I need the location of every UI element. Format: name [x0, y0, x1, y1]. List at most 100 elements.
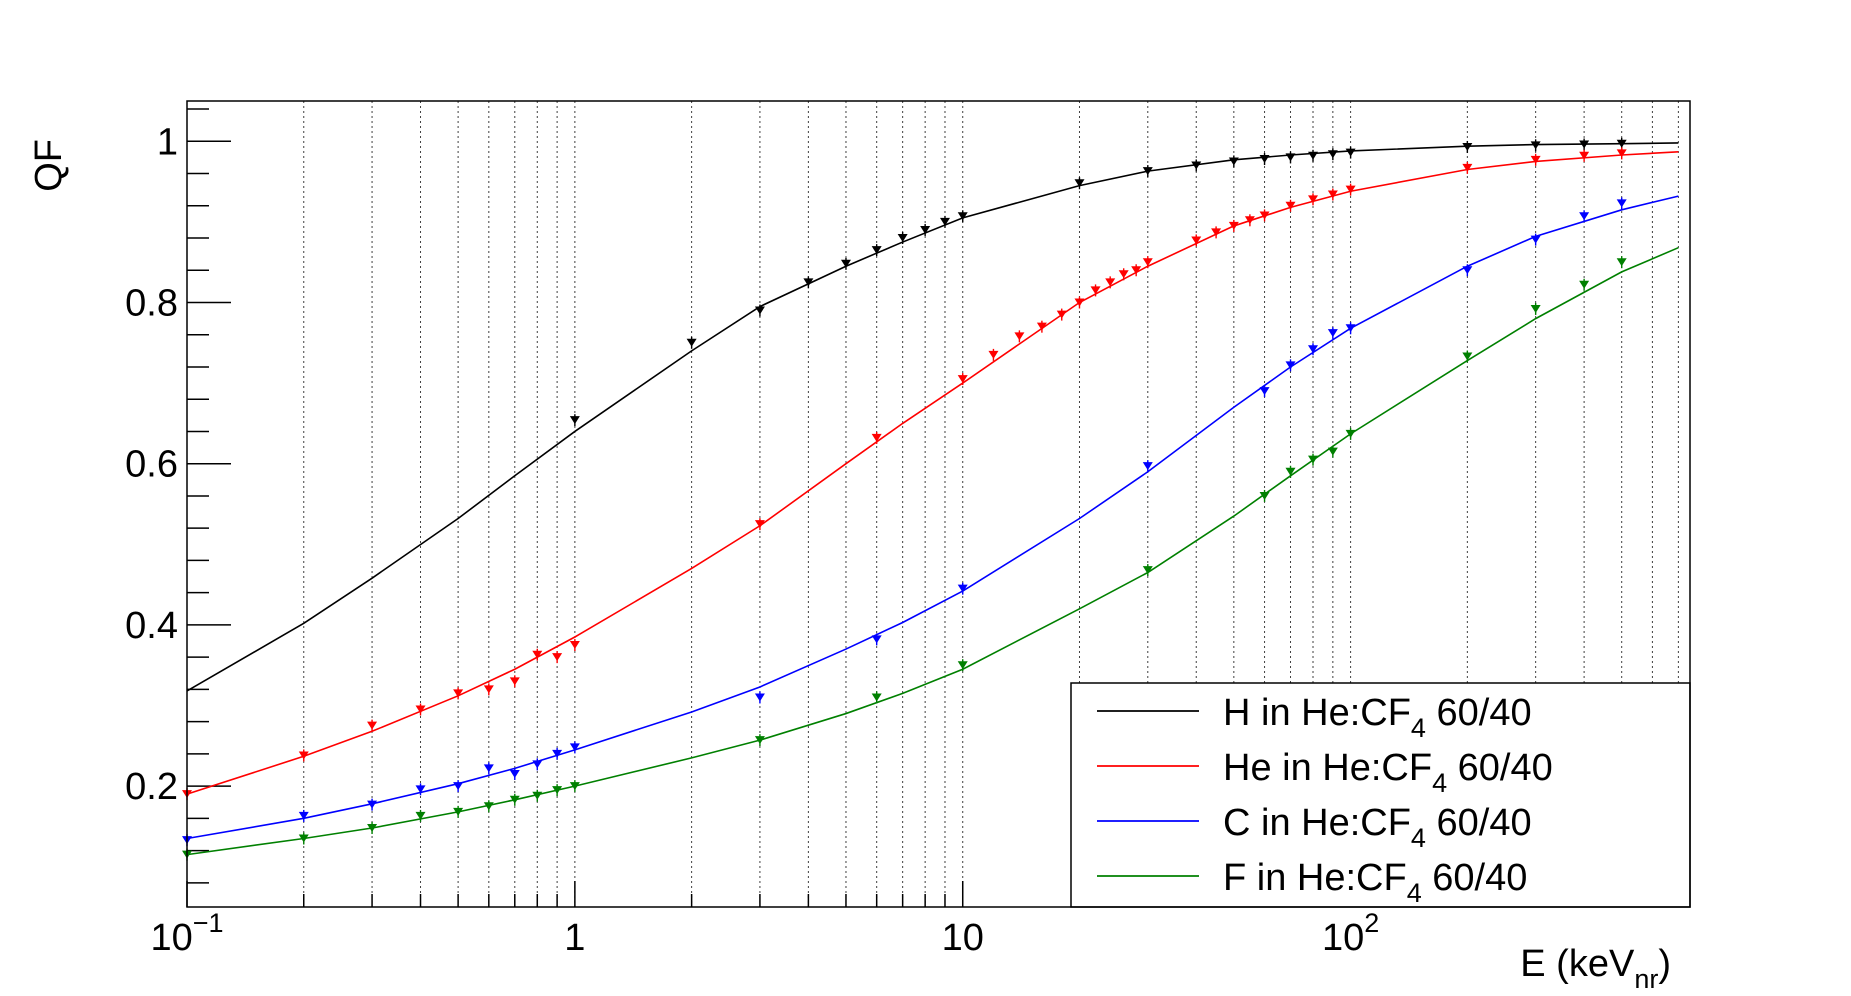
- data-point: [1327, 150, 1338, 159]
- legend-label-end: 60/40: [1426, 802, 1532, 844]
- x-tick-label-base: 10: [942, 917, 984, 959]
- data-point: [1327, 447, 1338, 456]
- data-point: [1191, 236, 1202, 245]
- legend-label-subscript: 4: [1411, 713, 1426, 743]
- data-point: [367, 800, 378, 809]
- data-point: [1327, 190, 1338, 199]
- x-tick-label-exponent: −1: [193, 908, 224, 938]
- legend-label-main: F in He:CF: [1223, 857, 1407, 899]
- data-point: [509, 795, 520, 804]
- data-point: [1462, 163, 1473, 172]
- data-point: [957, 212, 968, 221]
- data-point: [1345, 324, 1356, 333]
- data-point: [1259, 211, 1270, 220]
- data-point: [754, 306, 765, 315]
- data-point: [754, 736, 765, 745]
- data-point: [1131, 266, 1142, 275]
- series: [182, 147, 1679, 801]
- data-point: [1530, 304, 1541, 313]
- data-point: [415, 811, 426, 820]
- data-point: [532, 760, 543, 769]
- data-point: [569, 641, 580, 650]
- data-point: [988, 350, 999, 359]
- data-point: [367, 721, 378, 730]
- data-point: [1616, 149, 1627, 158]
- data-point: [1616, 199, 1627, 208]
- data-point: [1259, 491, 1270, 500]
- data-point: [1191, 161, 1202, 170]
- x-axis-title-subscript: nr: [1634, 964, 1658, 994]
- data-point: [1345, 185, 1356, 194]
- data-point: [871, 635, 882, 644]
- x-tick-label: 10−1: [150, 908, 223, 959]
- data-point: [1308, 151, 1319, 160]
- data-point: [552, 749, 563, 758]
- data-point: [1308, 455, 1319, 464]
- data-point: [957, 661, 968, 670]
- data-point: [1462, 142, 1473, 151]
- data-point: [803, 278, 814, 287]
- data-point: [483, 764, 494, 773]
- series-curve: [186, 150, 1679, 795]
- data-point: [1211, 228, 1222, 237]
- data-point: [415, 785, 426, 794]
- data-point: [1244, 216, 1255, 225]
- data-point: [509, 770, 520, 779]
- series-curve: [186, 246, 1679, 856]
- data-point: [532, 650, 543, 659]
- x-tick-label: 10: [942, 917, 984, 959]
- x-tick-label-base: 10: [150, 917, 192, 959]
- data-point: [1228, 221, 1239, 230]
- data-point: [1142, 167, 1153, 176]
- data-point: [1616, 139, 1627, 148]
- legend-label-main: H in He:CF: [1223, 692, 1411, 734]
- data-point: [1285, 201, 1296, 210]
- legend-box: [1070, 682, 1691, 908]
- data-point: [1579, 212, 1590, 221]
- data-point: [1308, 195, 1319, 204]
- y-axis-title: QF: [28, 139, 70, 192]
- data-point: [298, 811, 309, 820]
- legend-label: H in He:CF4 60/40: [1223, 692, 1532, 743]
- data-point: [1259, 387, 1270, 396]
- x-tick-label: 102: [1322, 908, 1379, 959]
- legend-label-end: 60/40: [1422, 857, 1528, 899]
- data-point: [1530, 141, 1541, 150]
- y-tick-label: 0.2: [125, 766, 178, 808]
- data-point: [298, 834, 309, 843]
- data-point: [1308, 345, 1319, 354]
- data-point: [871, 693, 882, 702]
- data-point: [298, 751, 309, 760]
- data-point: [840, 259, 851, 268]
- data-point: [453, 689, 464, 698]
- data-point: [453, 782, 464, 791]
- data-point: [754, 520, 765, 529]
- series: [182, 246, 1679, 861]
- data-point: [569, 416, 580, 425]
- legend-label-subscript: 4: [1432, 768, 1447, 798]
- legend-label-end: 60/40: [1426, 692, 1532, 734]
- legend-label-main: He in He:CF: [1223, 747, 1432, 789]
- data-point: [1579, 140, 1590, 149]
- data-point: [1118, 270, 1129, 279]
- x-tick-label-base: 1: [564, 917, 585, 959]
- data-point: [1462, 266, 1473, 275]
- legend-label-subscript: 4: [1411, 823, 1426, 853]
- data-point: [1285, 467, 1296, 476]
- y-tick-label: 0.6: [125, 444, 178, 486]
- data-point: [920, 225, 931, 234]
- y-tick-label: 1: [157, 121, 178, 163]
- data-point: [1259, 155, 1270, 164]
- series-layer: [182, 137, 1679, 861]
- data-point: [957, 375, 968, 384]
- data-point: [453, 807, 464, 816]
- data-point: [1579, 151, 1590, 160]
- data-point: [1142, 566, 1153, 575]
- data-point: [1056, 310, 1067, 319]
- data-point: [1228, 157, 1239, 166]
- data-point: [1345, 429, 1356, 438]
- legend-label-subscript: 4: [1407, 878, 1422, 908]
- x-tick-label-base: 10: [1322, 917, 1364, 959]
- legend-label: C in He:CF4 60/40: [1223, 802, 1532, 853]
- data-point: [1142, 258, 1153, 267]
